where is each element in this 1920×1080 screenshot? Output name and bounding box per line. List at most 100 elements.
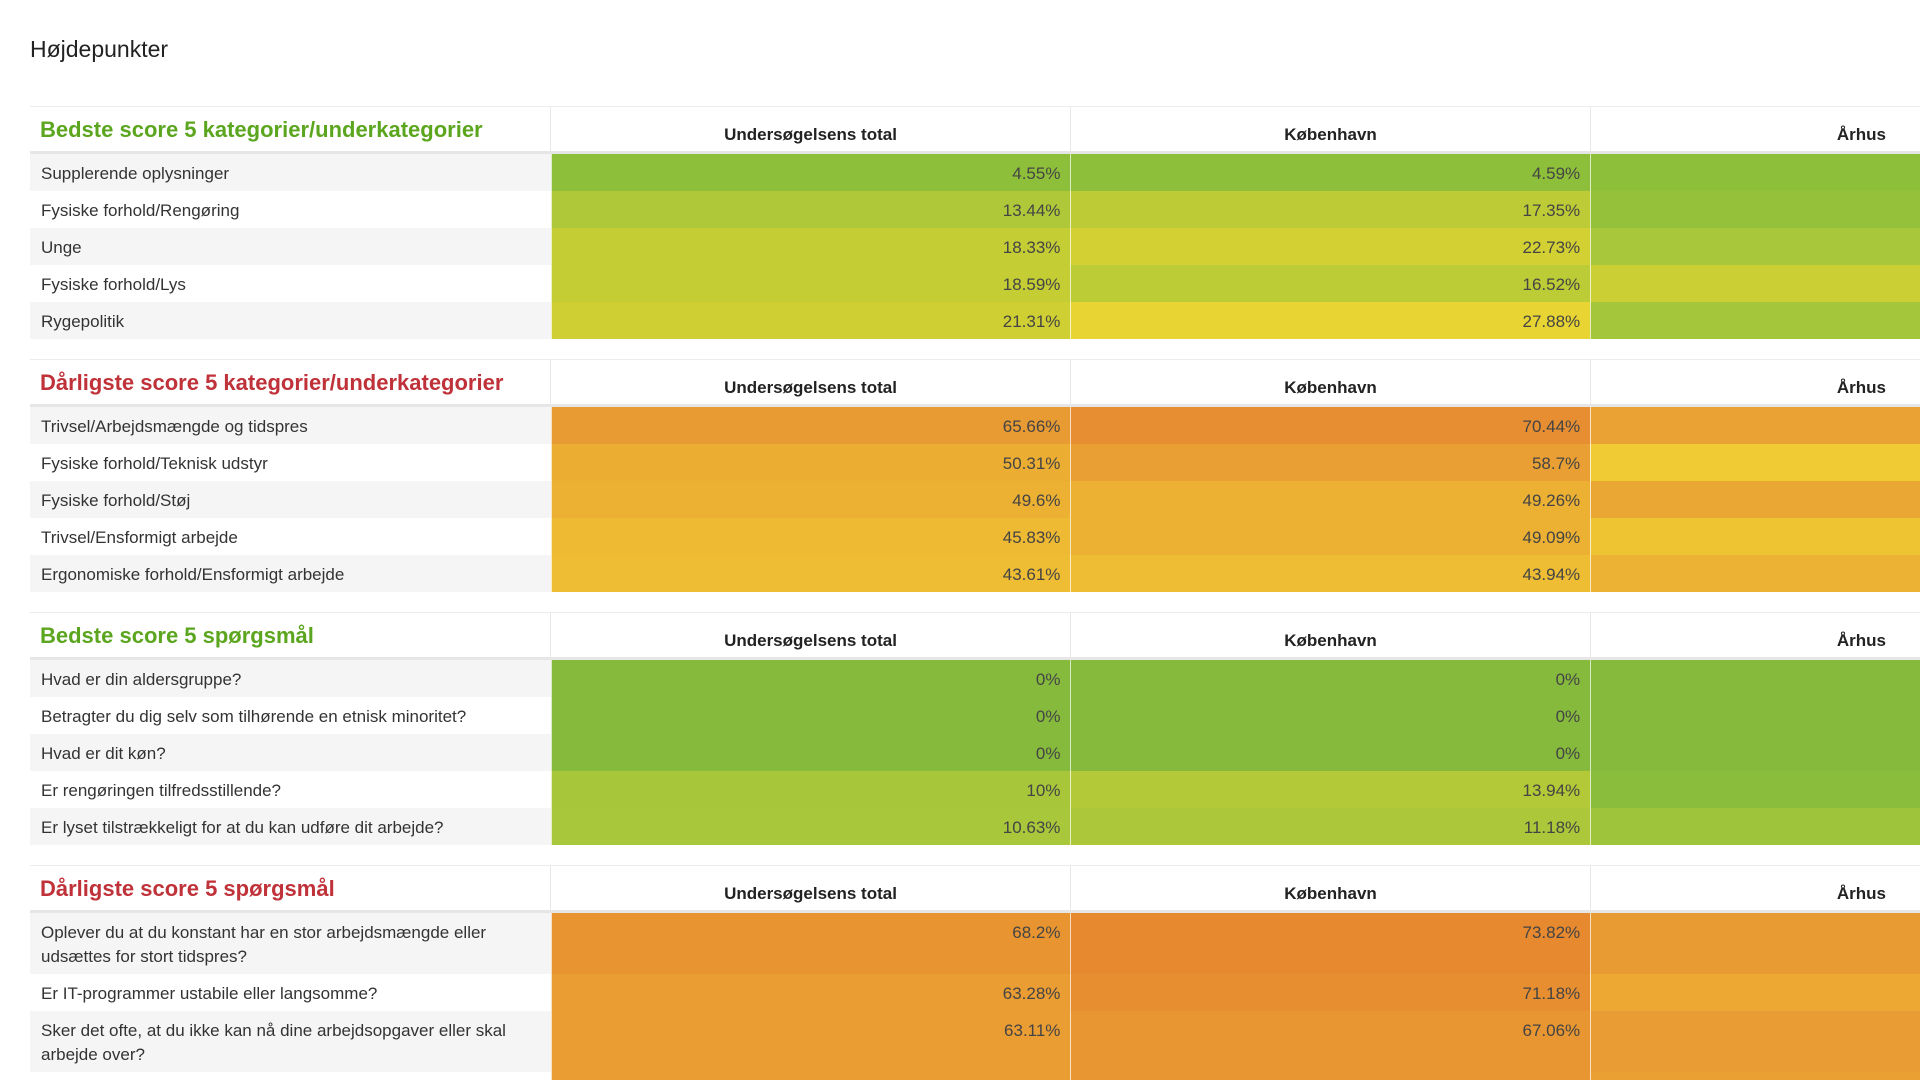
section-title: Dårligste score 5 spørgsmål [40, 876, 335, 901]
score-cell-kbh: 67.06% [1070, 1011, 1591, 1072]
score-cell-kbh: 22.73% [1070, 228, 1591, 265]
score-cell-total: 43.61% [550, 555, 1071, 592]
score-cell-total: 68.2% [550, 913, 1071, 974]
score-cell-arh [1590, 697, 1920, 734]
score-cell-arh [1590, 734, 1920, 771]
column-header-total: Undersøgelsens total [550, 866, 1070, 910]
column-header-arh: Århus [1590, 613, 1920, 657]
table-row: Er lyset tilstrækkeligt for at du kan ud… [30, 808, 1920, 845]
section-header: Dårligste score 5 kategorier/underkatego… [30, 359, 1920, 404]
score-cell-kbh: 70.44% [1070, 407, 1591, 444]
score-cell-arh [1590, 974, 1920, 1011]
highlight-section: Dårligste score 5 spørgsmål Undersøgelsen… [30, 865, 1920, 1080]
score-cell-arh [1590, 913, 1920, 974]
row-label: Unge [30, 228, 551, 265]
table-row: Hvad er din aldersgruppe? 0% 0% [30, 660, 1920, 697]
row-label [30, 1072, 551, 1080]
column-header-arh: Århus [1590, 866, 1920, 910]
table-row: Er rengøringen tilfredsstillende? 10% 13.9… [30, 771, 1920, 808]
section-header: Dårligste score 5 spørgsmål Undersøgelsen… [30, 865, 1920, 910]
score-cell-kbh: 0% [1070, 734, 1591, 771]
table-row: Ergonomiske forhold/Ensformigt arbejde 43… [30, 555, 1920, 592]
score-cell-arh [1590, 191, 1920, 228]
row-label: Er lyset tilstrækkeligt for at du kan ud… [30, 808, 551, 845]
score-cell-arh [1590, 481, 1920, 518]
score-cell-total: 0% [550, 697, 1071, 734]
section-rows: Hvad er din aldersgruppe? 0% 0% Betragter d… [30, 657, 1920, 845]
row-label: Rygepolitik [30, 302, 551, 339]
score-cell-total: 18.33% [550, 228, 1071, 265]
row-label: Hvad er din aldersgruppe? [30, 660, 551, 697]
highlight-section: Bedste score 5 kategorier/underkategorie… [30, 106, 1920, 339]
highlight-section: Dårligste score 5 kategorier/underkatego… [30, 359, 1920, 592]
score-cell-arh [1590, 1011, 1920, 1072]
row-label: Ergonomiske forhold/Ensformigt arbejde [30, 555, 551, 592]
score-cell-total: 0% [550, 734, 1071, 771]
table-row: Fysiske forhold/Støj 49.6% 49.26% [30, 481, 1920, 518]
table-row: Fysiske forhold/Rengøring 13.44% 17.35% [30, 191, 1920, 228]
table-row [30, 1072, 1920, 1080]
table-row: Trivsel/Arbejdsmængde og tidspres 65.66% 7… [30, 407, 1920, 444]
row-label: Er rengøringen tilfredsstillende? [30, 771, 551, 808]
table-row: Trivsel/Ensformigt arbejde 45.83% 49.09% [30, 518, 1920, 555]
score-cell-arh [1590, 265, 1920, 302]
score-cell-arh [1590, 154, 1920, 191]
column-header-total: Undersøgelsens total [550, 360, 1070, 404]
row-label: Supplerende oplysninger [30, 154, 551, 191]
section-header: Bedste score 5 spørgsmål Undersøgelsens t… [30, 612, 1920, 657]
score-cell-arh [1590, 660, 1920, 697]
column-header-kbh: København [1070, 107, 1590, 151]
row-label: Betragter du dig selv som tilhørende en … [30, 697, 551, 734]
table-row: Rygepolitik 21.31% 27.88% [30, 302, 1920, 339]
row-label: Fysiske forhold/Rengøring [30, 191, 551, 228]
score-cell-arh [1590, 444, 1920, 481]
score-cell-total: 10.63% [550, 808, 1071, 845]
column-header-kbh: København [1070, 866, 1590, 910]
score-cell-arh [1590, 555, 1920, 592]
table-row: Supplerende oplysninger 4.55% 4.59% [30, 154, 1920, 191]
row-label: Trivsel/Arbejdsmængde og tidspres [30, 407, 551, 444]
score-cell-arh [1590, 302, 1920, 339]
score-cell-kbh: 0% [1070, 697, 1591, 734]
row-label: Hvad er dit køn? [30, 734, 551, 771]
table-row: Unge 18.33% 22.73% [30, 228, 1920, 265]
score-cell-kbh: 27.88% [1070, 302, 1591, 339]
score-cell-total: 65.66% [550, 407, 1071, 444]
score-cell-total: 63.28% [550, 974, 1071, 1011]
score-cell-total: 4.55% [550, 154, 1071, 191]
column-header-total: Undersøgelsens total [550, 613, 1070, 657]
page-title: Højdepunkter [30, 36, 169, 62]
score-cell-total: 45.83% [550, 518, 1071, 555]
score-cell-total: 13.44% [550, 191, 1071, 228]
score-cell-arh [1590, 771, 1920, 808]
score-cell-kbh: 4.59% [1070, 154, 1591, 191]
score-cell-kbh: 13.94% [1070, 771, 1591, 808]
score-cell-kbh: 17.35% [1070, 191, 1591, 228]
score-cell-kbh: 58.7% [1070, 444, 1591, 481]
table-row: Fysiske forhold/Teknisk udstyr 50.31% 58.7… [30, 444, 1920, 481]
score-cell-kbh: 73.82% [1070, 913, 1591, 974]
score-cell-kbh [1070, 1072, 1591, 1080]
table-row: Sker det ofte, at du ikke kan nå dine ar… [30, 1011, 1920, 1072]
score-cell-total: 21.31% [550, 302, 1071, 339]
table-row: Hvad er dit køn? 0% 0% [30, 734, 1920, 771]
row-label: Er IT-programmer ustabile eller langsomm… [30, 974, 551, 1011]
score-cell-total [550, 1072, 1071, 1080]
table-row: Oplever du at du konstant har en stor ar… [30, 913, 1920, 974]
column-header-arh: Århus [1590, 107, 1920, 151]
score-cell-total: 49.6% [550, 481, 1071, 518]
score-cell-arh [1590, 228, 1920, 265]
column-header-total: Undersøgelsens total [550, 107, 1070, 151]
column-header-kbh: København [1070, 360, 1590, 404]
section-rows: Trivsel/Arbejdsmængde og tidspres 65.66% 7… [30, 404, 1920, 592]
score-cell-arh [1590, 407, 1920, 444]
score-cell-kbh: 16.52% [1070, 265, 1591, 302]
column-header-arh: Århus [1590, 360, 1920, 404]
section-header: Bedste score 5 kategorier/underkategorie… [30, 106, 1920, 151]
score-cell-total: 0% [550, 660, 1071, 697]
table-row: Betragter du dig selv som tilhørende en … [30, 697, 1920, 734]
row-label: Fysiske forhold/Teknisk udstyr [30, 444, 551, 481]
score-cell-arh [1590, 808, 1920, 845]
score-cell-kbh: 0% [1070, 660, 1591, 697]
